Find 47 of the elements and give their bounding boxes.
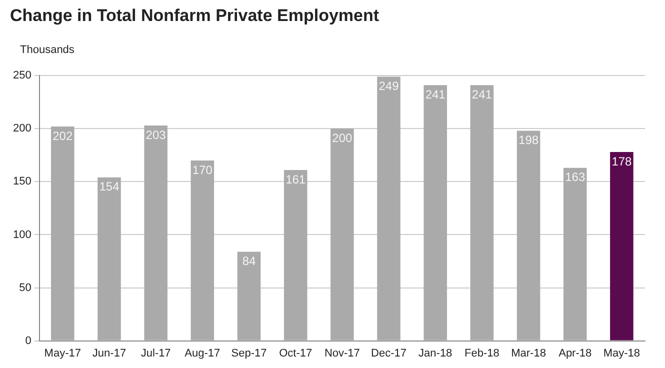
chart-title: Change in Total Nonfarm Private Employment xyxy=(10,6,380,26)
y-tick-label: 200 xyxy=(12,122,32,135)
x-tick-label: Jul-17 xyxy=(140,347,171,360)
x-tick-label: Mar-18 xyxy=(511,347,546,360)
y-tick-label: 150 xyxy=(12,176,32,188)
data-label: 198 xyxy=(518,133,539,148)
bar xyxy=(330,128,354,340)
data-label: 203 xyxy=(146,128,166,142)
data-label: 202 xyxy=(52,128,73,143)
bar xyxy=(190,160,214,340)
bar xyxy=(284,170,308,340)
x-tick-label: May-18 xyxy=(603,347,640,360)
y-tick-label: 0 xyxy=(25,334,32,347)
x-tick-label: Nov-17 xyxy=(324,347,360,360)
x-tick-label: Aug-17 xyxy=(184,347,220,360)
bar xyxy=(516,130,540,340)
data-label: 249 xyxy=(378,78,400,93)
bar xyxy=(51,126,74,340)
y-tick-label: 50 xyxy=(19,282,32,294)
x-tick-label: May-17 xyxy=(44,347,81,360)
data-label: 163 xyxy=(565,170,586,184)
bar xyxy=(144,125,168,340)
x-tick-label: Oct-17 xyxy=(279,347,312,360)
bar xyxy=(563,168,587,340)
data-label: 241 xyxy=(425,87,446,102)
data-label: 178 xyxy=(612,154,632,168)
data-label: 154 xyxy=(99,180,120,194)
y-tick-label: 250 xyxy=(12,70,32,82)
y-tick-label: 100 xyxy=(12,228,32,241)
data-label: 200 xyxy=(332,130,353,145)
data-label: 161 xyxy=(286,172,306,186)
x-tick-label: Dec-17 xyxy=(371,347,406,360)
bar xyxy=(98,177,121,340)
bar xyxy=(377,76,400,340)
x-tick-label: Jan-18 xyxy=(418,347,452,360)
bar xyxy=(424,85,447,340)
data-label: 241 xyxy=(472,87,492,102)
bar xyxy=(237,252,261,340)
data-label: 170 xyxy=(192,162,213,177)
x-tick-label: Apr-18 xyxy=(558,347,592,360)
x-tick-label: Sep-17 xyxy=(231,347,267,360)
data-label: 84 xyxy=(242,254,256,268)
x-tick-label: Feb-18 xyxy=(464,347,500,360)
bar xyxy=(610,152,634,340)
x-tick-label: Jun-17 xyxy=(92,347,126,360)
y-axis-title: Thousands xyxy=(20,44,74,56)
bar xyxy=(470,85,494,340)
